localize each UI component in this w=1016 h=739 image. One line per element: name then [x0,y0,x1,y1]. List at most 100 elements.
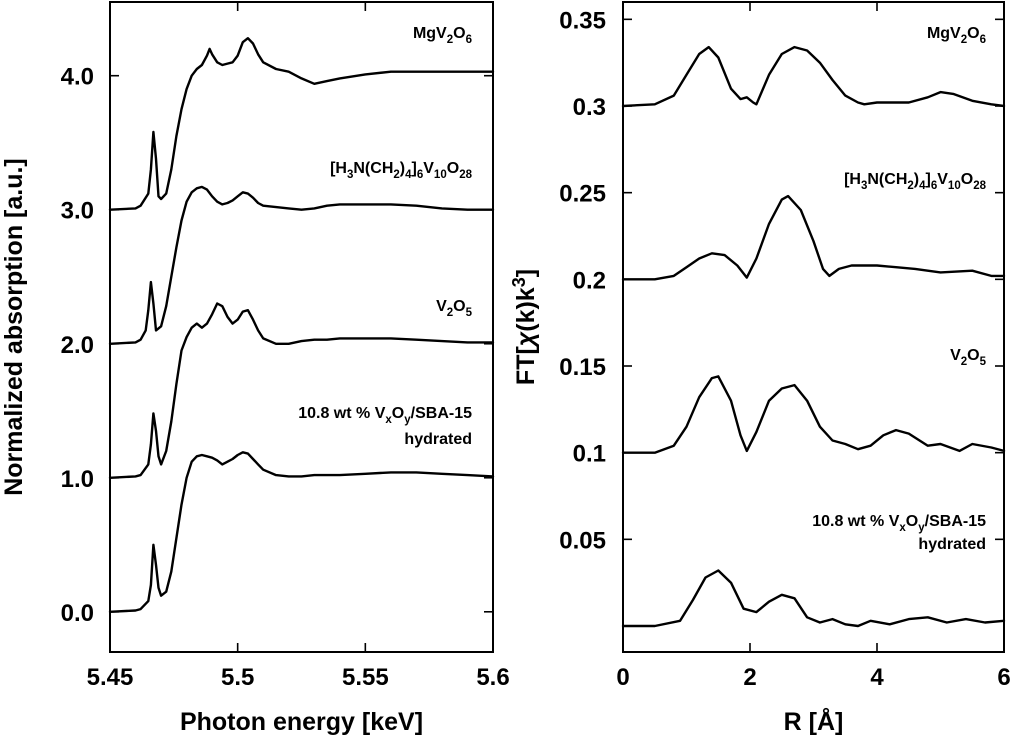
plot-frame [622,1,1005,653]
y-axis-label-part: χ [512,330,540,349]
series-label-2-part: ] [412,160,417,177]
series-label-1: MgV2O6 [413,25,472,46]
y-tick-label: 0.25 [559,181,606,208]
x-axis-label: R [Å] [784,707,844,736]
series-label-4-part: O [906,513,918,530]
series-label-1-part: O [967,25,979,42]
y-tick-label: 0.1 [573,441,606,468]
series-label-4-part: 10.8 wt % V [812,513,899,530]
y-tick-label: 0.0 [61,600,94,627]
series-label-4-part: x [899,522,906,534]
series-label-3-part: V [436,298,447,315]
y-tick-label: 0.15 [559,354,606,381]
x-axis-label: Photon energy [keV] [180,708,423,736]
series-label-4-part: /SBA-15 [925,513,986,530]
x-tick-label: 5.45 [87,664,134,691]
series-label-4: 10.8 wt % VxOy/SBA-15 [812,513,986,534]
series-label-2-part: [H [330,160,347,177]
series-label-4-part: x [385,414,392,426]
series-label-2: [H3N(CH2)4]6V10O28 [330,160,473,181]
series-label-4-part: 10.8 wt % V [298,405,385,422]
y-tick-label: 4.0 [61,64,94,91]
x-tick-label: 5.6 [476,664,509,691]
y-axis-label: Normalized absorption [a.u.] [0,158,28,496]
chart-panel-right: 0 2 4 60.050.10.150.20.250.30.35R [Å]FT[χ(k… [509,1,1011,736]
plot-frame [109,1,494,653]
series-label-2-part: O [961,171,973,188]
series-label-3-part: O [453,298,465,315]
series-line-2 [108,185,495,345]
series-line-3 [108,302,495,479]
series-label-4-part: /SBA-15 [411,405,472,422]
series-label-2-part: 6 [931,180,937,192]
series-label-2-part: 4 [405,169,412,181]
series-label-2-part: 10 [948,180,961,192]
x-tick-label: 0 [616,664,629,691]
y-tick-label: 0.3 [573,94,606,121]
series-label-2-part: 6 [417,169,423,181]
series-label-2-part: 28 [459,169,472,181]
x-tick-label: 4 [870,664,884,691]
y-tick-label: 0.2 [573,267,606,294]
series-label-2-part: ] [926,171,931,188]
series-label-3: V2O5 [950,347,987,368]
y-axis-label-part: ] [512,269,540,277]
series-label-2-part: ) [400,160,405,177]
series-label-2-part: [H [844,171,861,188]
x-tick-label: 5.55 [342,664,389,691]
series-label-1-part: 6 [466,34,472,46]
series-label-2-part: 3 [347,169,353,181]
y-axis-label-part: FT[ [512,346,540,386]
series-label-2-part: N(CH [867,171,907,188]
y-axis-label-part: 3 [509,277,529,287]
series-label-4-line2: hydrated [404,431,472,448]
x-tick-label: 6 [997,664,1010,691]
chart-panel-left: 5.45 5.5 5.55 5.6 0.0 1.0 2.0 3.0 4.0 Photon ener… [0,1,510,736]
series-line-4 [108,451,495,613]
series-label-1-part: O [453,25,465,42]
series-label-3-part: 5 [466,307,473,319]
series-label-1-part: 6 [980,34,986,46]
series-label-2-part: 4 [919,180,926,192]
series-label-4-line2: hydrated [918,536,986,553]
series-label-2-part: V [937,171,948,188]
series-label-4-part: y [918,522,925,534]
series-line-1 [108,37,495,211]
y-axis-label: FT[χ(k)k3] [509,269,540,385]
x-tick-label: 2 [743,664,756,691]
series-label-3: V2O5 [436,298,473,319]
series-label-2-part: 2 [907,180,913,192]
series-label-1: MgV2O6 [927,25,986,46]
series-label-3-part: 2 [447,307,453,319]
series-line-2 [621,194,1006,281]
series-line-3 [621,375,1006,454]
series-label-4-part: O [392,405,404,422]
series-label-3-part: O [967,347,979,364]
series-label-1-part: 2 [447,34,453,46]
series-label-2: [H3N(CH2)4]6V10O28 [844,171,987,192]
y-tick-label: 2.0 [61,332,94,359]
series-label-2-part: 3 [861,180,867,192]
series-label-2-part: O [447,160,459,177]
y-tick-label: 3.0 [61,198,94,225]
series-label-2-part: 10 [434,169,447,181]
series-label-3-part: V [950,347,961,364]
series-label-2-part: 2 [393,169,399,181]
x-tick-label: 5.5 [221,664,254,691]
series-label-1-part: 2 [961,34,967,46]
series-label-4: 10.8 wt % VxOy/SBA-15 [298,405,472,426]
series-label-1-part: MgV [413,25,447,42]
series-label-2-part: N(CH [353,160,393,177]
y-tick-label: 0.35 [559,7,606,34]
y-tick-label: 0.05 [559,527,606,554]
series-label-2-part: ) [914,171,919,188]
series-label-2-part: 28 [973,180,986,192]
y-axis-label-part: (k)k [512,287,540,332]
series-label-3-part: 2 [961,356,967,368]
series-label-2-part: V [423,160,434,177]
series-line-4 [621,569,1006,628]
y-tick-label: 1.0 [61,466,94,493]
series-label-4-part: y [404,414,411,426]
series-line-1 [621,45,1006,108]
